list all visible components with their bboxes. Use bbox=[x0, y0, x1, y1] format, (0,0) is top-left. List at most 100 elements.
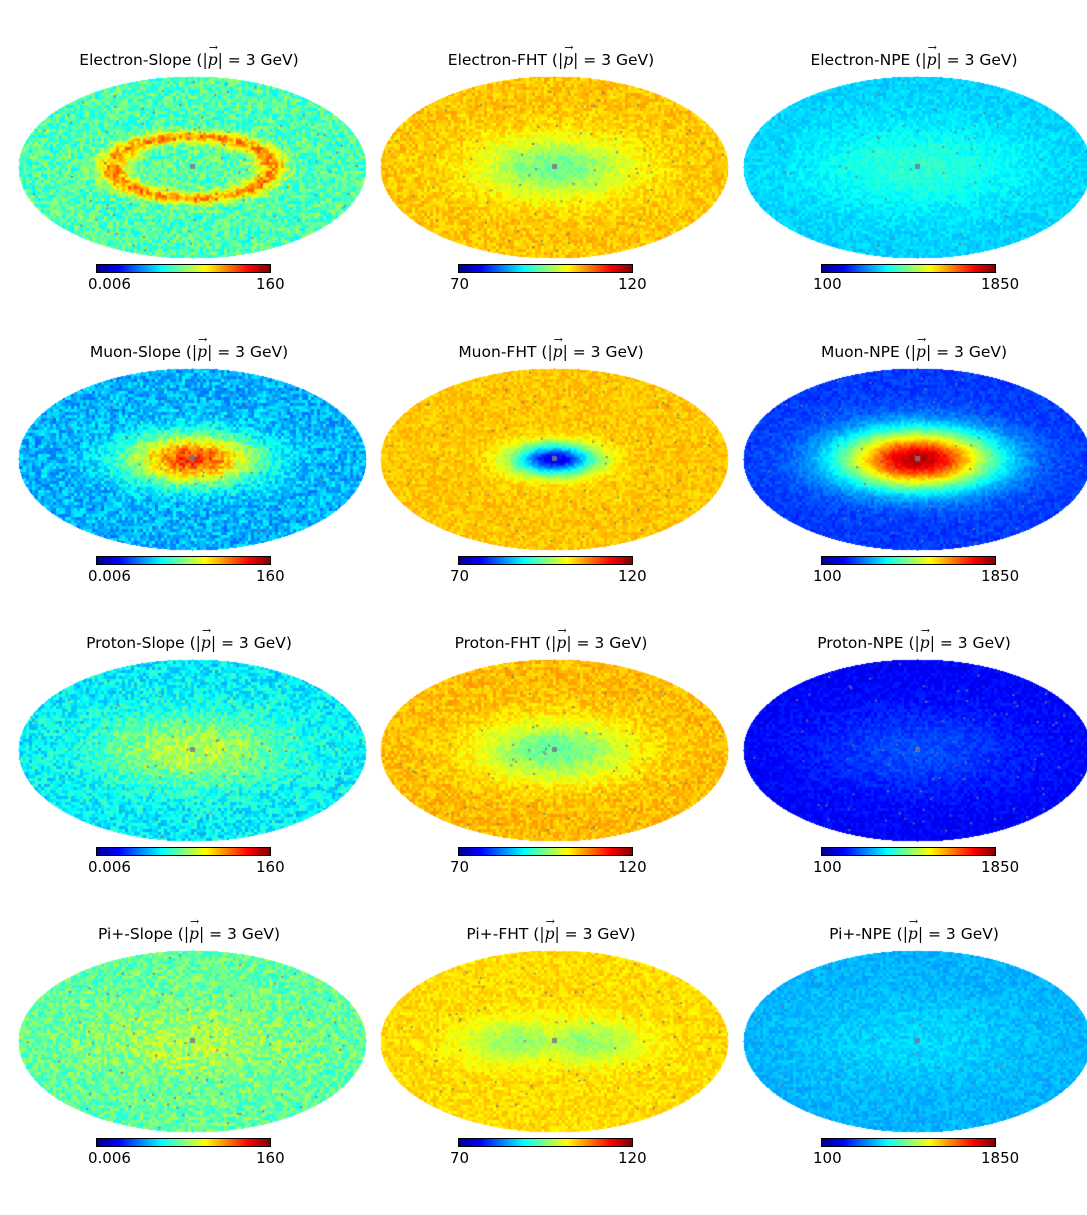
colorbar bbox=[458, 1138, 633, 1147]
momentum-symbol: |p → | bbox=[539, 915, 560, 943]
momentum-symbol: |p → | bbox=[191, 333, 213, 361]
title-prefix: Muon-FHT ( bbox=[458, 343, 548, 361]
colorbar-max-label: 1850 bbox=[981, 1149, 1020, 1167]
colorbar bbox=[821, 264, 996, 273]
panel-title: Muon-FHT (|p → | = 3 GeV) bbox=[370, 333, 732, 361]
title-suffix: = 3 GeV) bbox=[931, 343, 1008, 361]
title-suffix: = 3 GeV) bbox=[204, 925, 281, 943]
colorbar-min-label: 70 bbox=[450, 1149, 470, 1167]
panel-title: Electron-NPE (|p → | = 3 GeV) bbox=[733, 41, 1087, 69]
colorbar-min-label: 0.006 bbox=[88, 567, 131, 585]
colorbar-max-label: 160 bbox=[256, 1149, 285, 1167]
momentum-symbol: |p → | bbox=[910, 333, 932, 361]
colorbar bbox=[96, 264, 271, 273]
map-panel: Muon-NPE (|p → | = 3 GeV) 100 1850 bbox=[733, 333, 1087, 633]
momentum-symbol: |p → | bbox=[551, 624, 572, 652]
mollweide-heatmap bbox=[379, 658, 729, 842]
mollweide-heatmap bbox=[742, 658, 1087, 842]
panel-title: Muon-Slope (|p → | = 3 GeV) bbox=[8, 333, 370, 361]
colorbar bbox=[96, 847, 271, 856]
panel-title: Muon-NPE (|p → | = 3 GeV) bbox=[733, 333, 1087, 361]
colorbar bbox=[821, 1138, 996, 1147]
momentum-symbol: |p → | bbox=[902, 915, 924, 943]
mollweide-heatmap bbox=[379, 75, 729, 259]
title-prefix: Electron-Slope ( bbox=[79, 51, 203, 69]
panel-title: Proton-Slope (|p → | = 3 GeV) bbox=[8, 624, 370, 652]
map-panel: Electron-FHT (|p → | = 3 GeV) 70 120 bbox=[370, 41, 732, 341]
title-prefix: Pi+-Slope ( bbox=[97, 925, 184, 943]
panel-title: Pi+-FHT (|p → | = 3 GeV) bbox=[370, 915, 732, 943]
mollweide-heatmap bbox=[379, 367, 729, 551]
colorbar bbox=[96, 1138, 271, 1147]
colorbar-max-label: 120 bbox=[618, 858, 647, 876]
title-prefix: Electron-NPE ( bbox=[810, 51, 922, 69]
panel-title: Proton-NPE (|p → | = 3 GeV) bbox=[733, 624, 1087, 652]
mollweide-heatmap bbox=[742, 75, 1087, 259]
colorbar-max-label: 120 bbox=[618, 275, 647, 293]
momentum-symbol: |p → | bbox=[183, 915, 205, 943]
colorbar-max-label: 1850 bbox=[981, 858, 1020, 876]
title-suffix: = 3 GeV) bbox=[567, 343, 644, 361]
map-panel: Pi+-NPE (|p → | = 3 GeV) 100 1850 bbox=[733, 915, 1087, 1215]
colorbar-max-label: 120 bbox=[618, 1149, 647, 1167]
title-prefix: Pi+-NPE ( bbox=[829, 925, 903, 943]
map-panel: Muon-Slope (|p → | = 3 GeV) 0.006 160 bbox=[8, 333, 370, 633]
momentum-symbol: |p → | bbox=[921, 41, 942, 69]
title-prefix: Electron-FHT ( bbox=[447, 51, 558, 69]
colorbar-min-label: 70 bbox=[450, 567, 470, 585]
momentum-symbol: |p → | bbox=[195, 624, 217, 652]
mollweide-heatmap bbox=[17, 949, 367, 1133]
title-prefix: Proton-NPE ( bbox=[817, 634, 915, 652]
mollweide-heatmap bbox=[17, 75, 367, 259]
map-panel: Pi+-Slope (|p → | = 3 GeV) 0.006 160 bbox=[8, 915, 370, 1215]
colorbar-max-label: 1850 bbox=[981, 275, 1020, 293]
title-prefix: Pi+-FHT ( bbox=[466, 925, 540, 943]
colorbar-max-label: 1850 bbox=[981, 567, 1020, 585]
mollweide-heatmap bbox=[17, 658, 367, 842]
colorbar bbox=[458, 556, 633, 565]
map-panel: Electron-Slope (|p → | = 3 GeV) 0.006 160 bbox=[8, 41, 370, 341]
colorbar-max-label: 160 bbox=[256, 858, 285, 876]
panel-title: Electron-Slope (|p → | = 3 GeV) bbox=[8, 41, 370, 69]
mollweide-heatmap bbox=[742, 949, 1087, 1133]
colorbar-min-label: 100 bbox=[813, 858, 842, 876]
title-suffix: = 3 GeV) bbox=[941, 51, 1018, 69]
mollweide-heatmap bbox=[17, 367, 367, 551]
colorbar-max-label: 120 bbox=[618, 567, 647, 585]
map-panel: Proton-FHT (|p → | = 3 GeV) 70 120 bbox=[370, 624, 732, 924]
title-suffix: = 3 GeV) bbox=[559, 925, 636, 943]
momentum-symbol: |p → | bbox=[557, 41, 579, 69]
title-suffix: = 3 GeV) bbox=[212, 343, 289, 361]
map-panel: Pi+-FHT (|p → | = 3 GeV) 70 120 bbox=[370, 915, 732, 1215]
colorbar-min-label: 100 bbox=[813, 275, 842, 293]
momentum-symbol: |p → | bbox=[202, 41, 223, 69]
momentum-symbol: |p → | bbox=[547, 333, 568, 361]
colorbar bbox=[458, 847, 633, 856]
title-suffix: = 3 GeV) bbox=[222, 51, 299, 69]
title-suffix: = 3 GeV) bbox=[216, 634, 292, 652]
colorbar-min-label: 100 bbox=[813, 1149, 842, 1167]
title-prefix: Muon-NPE ( bbox=[820, 343, 911, 361]
colorbar-min-label: 70 bbox=[450, 275, 470, 293]
title-suffix: = 3 GeV) bbox=[934, 634, 1011, 652]
colorbar-min-label: 0.006 bbox=[88, 858, 131, 876]
colorbar-min-label: 100 bbox=[813, 567, 842, 585]
map-panel: Muon-FHT (|p → | = 3 GeV) 70 120 bbox=[370, 333, 732, 633]
colorbar-max-label: 160 bbox=[256, 275, 285, 293]
colorbar bbox=[821, 847, 996, 856]
title-suffix: = 3 GeV) bbox=[571, 634, 648, 652]
momentum-symbol: |p → | bbox=[914, 624, 935, 652]
colorbar-min-label: 0.006 bbox=[88, 1149, 131, 1167]
colorbar bbox=[96, 556, 271, 565]
title-prefix: Proton-FHT ( bbox=[454, 634, 552, 652]
colorbar-min-label: 70 bbox=[450, 858, 470, 876]
colorbar bbox=[821, 556, 996, 565]
title-suffix: = 3 GeV) bbox=[923, 925, 999, 943]
colorbar-max-label: 160 bbox=[256, 567, 285, 585]
map-panel: Proton-Slope (|p → | = 3 GeV) 0.006 160 bbox=[8, 624, 370, 924]
map-panel: Proton-NPE (|p → | = 3 GeV) 100 1850 bbox=[733, 624, 1087, 924]
map-panel: Electron-NPE (|p → | = 3 GeV) 100 1850 bbox=[733, 41, 1087, 341]
panel-title: Pi+-NPE (|p → | = 3 GeV) bbox=[733, 915, 1087, 943]
panel-title: Electron-FHT (|p → | = 3 GeV) bbox=[370, 41, 732, 69]
title-prefix: Muon-Slope ( bbox=[89, 343, 192, 361]
